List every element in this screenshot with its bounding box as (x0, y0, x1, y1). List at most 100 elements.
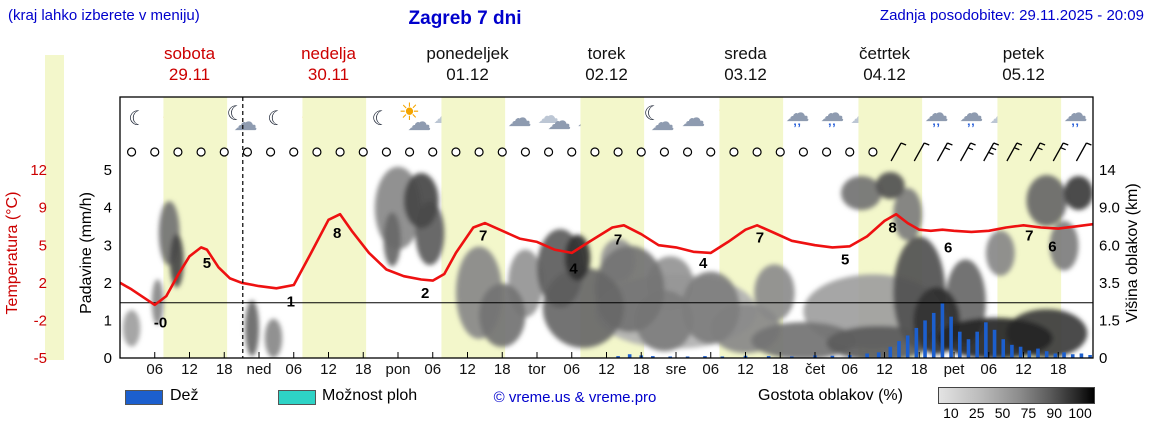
calm-wind-icon (682, 147, 693, 157)
x-axis: 06 12 18 ned 06 12 18 pon 06 12 18 tor 06 12 18 sre 06 12… (146, 352, 1067, 378)
x-tick-label: 12 (1015, 361, 1032, 378)
temp-tick: -2 (34, 312, 47, 329)
x-tick-label: ned (246, 361, 271, 378)
svg-text:5: 5 (841, 252, 849, 269)
day-name: nedelja (301, 44, 356, 63)
calm-wind-icon (567, 147, 577, 157)
svg-text:1: 1 (287, 294, 295, 311)
cloud-tick: 3.5 (1099, 275, 1120, 292)
cloud-rain-icon: ☁’’ (785, 100, 810, 136)
calm-wind-icon (312, 147, 322, 157)
svg-text:4: 4 (699, 255, 708, 272)
day-date: 02.12 (585, 65, 628, 84)
wind-barb-icon (936, 142, 953, 162)
calm-wind-icon (150, 147, 160, 157)
wind-barb-icon (983, 142, 999, 162)
cloud-icon: ☁ (681, 105, 706, 132)
showers-swatch (278, 390, 316, 405)
day-name: petek (1002, 44, 1045, 63)
moon-cloud-icon: ☾ ☁ (226, 103, 258, 136)
moon-icon: ☾ (267, 108, 286, 130)
showers-legend-label: Možnost ploh (322, 387, 418, 404)
rain-swatch (125, 390, 163, 405)
x-tick-label: 12 (737, 361, 754, 378)
x-tick-label: 18 (1050, 361, 1067, 378)
wind-barb-icon (1006, 142, 1023, 162)
wind-barb-icon (960, 142, 976, 162)
precip-tick: 0 (104, 350, 112, 367)
density-tick: 75 (1020, 405, 1037, 421)
calm-wind-icon (358, 147, 368, 157)
temperature-line (120, 212, 1093, 307)
cloud-axis-label: Višina oblakov (km) (1124, 183, 1141, 323)
cloud-icon: ☁ (507, 105, 532, 132)
calm-wind-icon (659, 147, 670, 157)
svg-text:5: 5 (203, 255, 211, 272)
cloud-density-layer (122, 166, 1093, 358)
x-tick-label: 18 (633, 361, 650, 378)
wind-barb-icon (1029, 142, 1046, 162)
copyright-link[interactable]: © vreme.us & vreme.pro (493, 389, 657, 406)
page-title: Zagreb 7 dni (408, 8, 522, 29)
calm-wind-icon (335, 147, 345, 157)
temp-tick: -5 (34, 350, 47, 367)
calm-wind-icon (520, 147, 531, 157)
x-tick-label: pon (385, 361, 410, 378)
svg-text:6: 6 (1048, 238, 1056, 255)
cloud-tick: 9.0 (1099, 200, 1120, 217)
precip-tick: 4 (104, 200, 112, 217)
x-tick-label: 12 (459, 361, 476, 378)
x-tick-label: 06 (980, 361, 997, 378)
x-tick-label: 06 (146, 361, 163, 378)
cloud-tick: 0 (1099, 350, 1107, 367)
temp-tick: 12 (30, 162, 47, 179)
calm-wind-icon (196, 147, 206, 157)
cloud-rain-icon: ☁’’ (820, 100, 845, 136)
calm-wind-icon (126, 147, 137, 157)
wind-barb-icon (913, 142, 930, 162)
calm-wind-icon (729, 147, 739, 157)
precip-tick: 3 (104, 237, 112, 254)
moon-icon: ☾ (371, 108, 390, 130)
cloud-rain-icon: ☁’’ (959, 100, 984, 136)
precip-tick: 2 (104, 275, 112, 292)
day-date: 30.11 (307, 65, 350, 84)
calm-wind-icon (404, 147, 415, 157)
x-tick-label: 12 (181, 361, 198, 378)
svg-text:8: 8 (333, 225, 341, 242)
x-tick-label: 06 (841, 361, 858, 378)
temp-tick: 5 (39, 237, 47, 254)
calm-wind-icon (497, 147, 507, 157)
rain-legend-label: Dež (170, 387, 199, 404)
svg-text:-0: -0 (154, 315, 167, 332)
calm-wind-icon (173, 147, 183, 157)
svg-text:2: 2 (421, 285, 429, 302)
wind-row (126, 142, 1092, 162)
day-name: četrtek (858, 44, 911, 63)
calm-wind-icon (636, 147, 646, 157)
precip-tick: 5 (104, 162, 112, 179)
daylight-strip (45, 55, 64, 360)
svg-text:7: 7 (756, 229, 764, 246)
density-tick: 100 (1068, 405, 1092, 421)
cloud2-icon: ☁☁ (537, 103, 572, 135)
calm-wind-icon (474, 147, 484, 157)
x-tick-label: 18 (772, 361, 789, 378)
calm-wind-icon (543, 147, 554, 157)
moon-cloud-icon: ☾ ☁ (643, 103, 675, 136)
cloud-tick: 1.5 (1099, 312, 1120, 329)
wind-barb-icon (1052, 142, 1069, 162)
calm-wind-icon (289, 147, 299, 157)
day-date: 04.12 (863, 65, 906, 84)
x-tick-label: 06 (702, 361, 719, 378)
wind-barb-icon (1075, 142, 1092, 162)
day-name: sreda (724, 44, 767, 63)
wind-barb-icon (890, 142, 907, 162)
x-tick-label: 18 (494, 361, 511, 378)
calm-wind-icon (845, 147, 855, 157)
moon-icon: ☾ (128, 108, 147, 130)
svg-text:7: 7 (479, 227, 487, 244)
day-date: 03.12 (724, 65, 767, 84)
svg-text:6: 6 (944, 239, 952, 256)
